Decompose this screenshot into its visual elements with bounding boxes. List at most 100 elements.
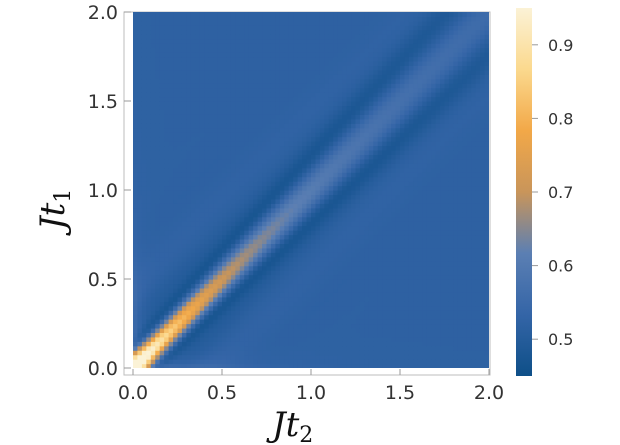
- heatmap-cell: [395, 296, 401, 302]
- heatmap-cell: [337, 16, 343, 22]
- heatmap-cell: [248, 336, 254, 342]
- heatmap-cell: [337, 336, 343, 342]
- heatmap-cell: [386, 225, 392, 231]
- heatmap-cell: [275, 154, 281, 160]
- heatmap-cell: [279, 172, 285, 178]
- heatmap-cell: [377, 38, 383, 44]
- heatmap-cell: [302, 327, 308, 333]
- heatmap-cell: [306, 185, 312, 191]
- heatmap-cell: [257, 181, 263, 187]
- heatmap-cell: [141, 314, 147, 320]
- heatmap-cell: [315, 114, 321, 120]
- heatmap-cell: [284, 181, 290, 187]
- heatmap-cell: [368, 341, 374, 347]
- heatmap-cell: [373, 127, 379, 133]
- heatmap-cell: [306, 270, 312, 276]
- heatmap-cell: [213, 101, 219, 107]
- heatmap-cell: [235, 234, 241, 240]
- heatmap-cell: [391, 29, 397, 35]
- heatmap-cell: [391, 252, 397, 258]
- heatmap-cell: [377, 114, 383, 120]
- heatmap-cell: [177, 83, 183, 89]
- heatmap-cell: [222, 78, 228, 84]
- heatmap-cell: [177, 34, 183, 40]
- heatmap-cell: [262, 292, 268, 298]
- heatmap-cell: [333, 283, 339, 289]
- heatmap-cell: [226, 332, 232, 338]
- heatmap-cell: [324, 74, 330, 80]
- heatmap-cell: [386, 247, 392, 253]
- heatmap-cell: [141, 203, 147, 209]
- heatmap-cell: [297, 92, 303, 98]
- heatmap-cell: [342, 212, 348, 218]
- heatmap-cell: [382, 185, 388, 191]
- heatmap-cell: [262, 265, 268, 271]
- heatmap-cell: [351, 78, 357, 84]
- heatmap-cell: [248, 265, 254, 271]
- heatmap-cell: [190, 341, 196, 347]
- heatmap-cell: [257, 127, 263, 133]
- heatmap-cell: [248, 247, 254, 253]
- heatmap-cell: [364, 287, 370, 293]
- heatmap-cell: [141, 270, 147, 276]
- heatmap-cell: [244, 301, 250, 307]
- heatmap-cell: [262, 149, 268, 155]
- heatmap-cell: [235, 16, 241, 22]
- heatmap-cell: [222, 332, 228, 338]
- heatmap-cell: [355, 190, 361, 196]
- heatmap-cell: [270, 78, 276, 84]
- heatmap-cell: [164, 167, 170, 173]
- heatmap-cell: [386, 323, 392, 329]
- heatmap-cell: [217, 203, 223, 209]
- heatmap-cell: [297, 216, 303, 222]
- heatmap-cell: [386, 118, 392, 124]
- heatmap-cell: [297, 132, 303, 138]
- heatmap-cell: [342, 92, 348, 98]
- heatmap-cell: [279, 43, 285, 49]
- heatmap-cell: [297, 274, 303, 280]
- heatmap-cell: [181, 92, 187, 98]
- heatmap-cell: [346, 181, 352, 187]
- heatmap-cell: [190, 163, 196, 169]
- heatmap-cell: [253, 96, 259, 102]
- heatmap-cell: [359, 132, 365, 138]
- heatmap-cell: [186, 185, 192, 191]
- heatmap-cell: [164, 221, 170, 227]
- heatmap-cell: [373, 83, 379, 89]
- heatmap-cell: [150, 243, 156, 249]
- heatmap-cell: [222, 345, 228, 351]
- heatmap-cell: [315, 181, 321, 187]
- heatmap-cell: [173, 256, 179, 262]
- heatmap-cell: [208, 38, 214, 44]
- heatmap-cell: [150, 185, 156, 191]
- heatmap-cell: [257, 256, 263, 262]
- heatmap-cell: [266, 154, 272, 160]
- heatmap-cell: [284, 105, 290, 111]
- heatmap-cell: [386, 243, 392, 249]
- heatmap-cell: [181, 341, 187, 347]
- heatmap-cell: [404, 60, 410, 66]
- heatmap-cell: [337, 87, 343, 93]
- heatmap-cell: [199, 252, 205, 258]
- heatmap-cell: [137, 78, 143, 84]
- heatmap-cell: [293, 314, 299, 320]
- heatmap-cell: [288, 65, 294, 71]
- heatmap-cell: [270, 265, 276, 271]
- heatmap-cell: [239, 216, 245, 222]
- heatmap-cell: [204, 327, 210, 333]
- heatmap-cell: [186, 69, 192, 75]
- heatmap-cell: [382, 336, 388, 342]
- heatmap-cell: [248, 25, 254, 31]
- heatmap-cell: [222, 83, 228, 89]
- heatmap-cell: [248, 243, 254, 249]
- heatmap-cell: [168, 87, 174, 93]
- heatmap-cell: [195, 181, 201, 187]
- heatmap-cell: [342, 221, 348, 227]
- heatmap-cell: [284, 132, 290, 138]
- heatmap-cell: [190, 363, 196, 368]
- heatmap-cell: [288, 123, 294, 129]
- heatmap-cell: [199, 16, 205, 22]
- heatmap-cell: [217, 52, 223, 58]
- heatmap-cell: [177, 190, 183, 196]
- heatmap-cell: [199, 305, 205, 311]
